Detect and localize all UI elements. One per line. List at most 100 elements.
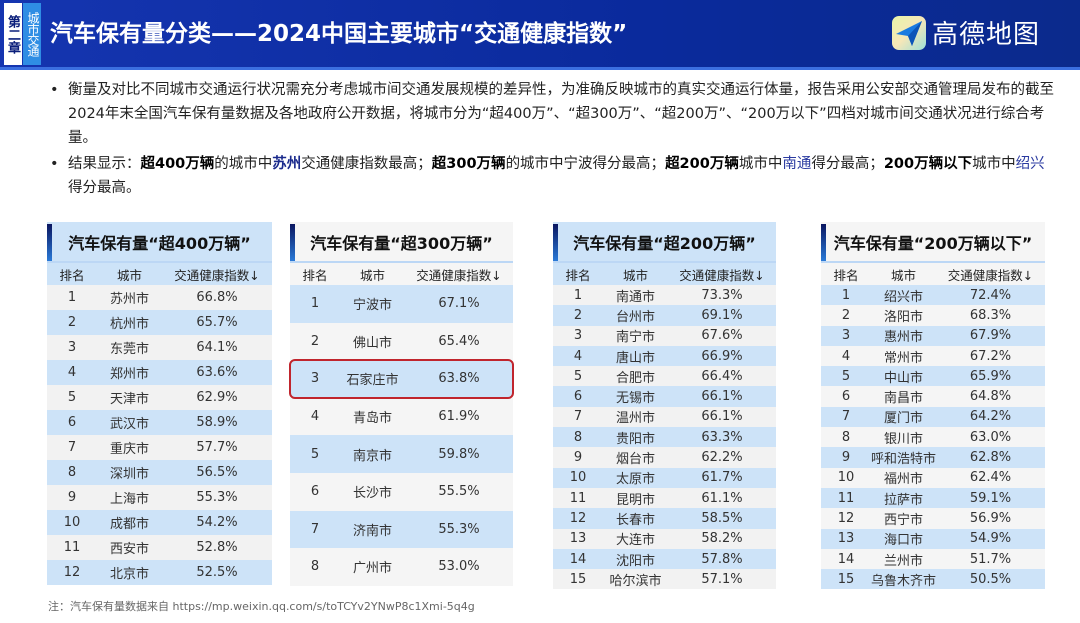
table-row: 12 北京市 52.5% <box>47 560 272 585</box>
table-header: 排名 城市 交通健康指数↓ <box>290 263 513 285</box>
table-row: 8 广州市 53.0% <box>290 548 513 586</box>
table-row: 13 海口市 54.9% <box>821 528 1045 549</box>
bullet-result: 结果显示：超400万辆的城市中苏州交通健康指数最高；超300万辆的城市中宁波得分… <box>48 152 1058 200</box>
city: 南通市 <box>615 289 655 305</box>
column-city: 城市 <box>890 267 916 283</box>
rank: 11 <box>837 490 855 506</box>
index-value: 57.1% <box>701 571 743 587</box>
table-row: 3 东莞市 64.1% <box>47 335 272 360</box>
index-value: 68.3% <box>969 307 1012 323</box>
rank: 3 <box>841 328 851 344</box>
column-city: 城市 <box>622 267 648 283</box>
rank: 10 <box>63 515 81 530</box>
table-row: 9 上海市 55.3% <box>47 485 272 510</box>
page-title: 汽车保有量分类——2024中国主要城市“交通健康指数” <box>50 21 628 47</box>
table-row: 8 深圳市 56.5% <box>47 460 272 485</box>
city: 南京市 <box>352 448 392 464</box>
index-value: 50.5% <box>969 571 1012 587</box>
rank: 12 <box>569 510 587 526</box>
city: 无锡市 <box>615 391 655 407</box>
city: 济南市 <box>352 523 392 539</box>
city: 拉萨市 <box>883 492 923 508</box>
column-rank: 排名 <box>833 267 859 283</box>
table-row: 2 佛山市 65.4% <box>290 322 513 361</box>
table-header: 排名 城市 交通健康指数↓ <box>47 263 272 285</box>
city: 长春市 <box>615 512 655 528</box>
table-row: 3 石家庄市 63.8% <box>289 359 514 399</box>
rank: 5 <box>841 368 851 384</box>
ranking-table: 汽车保有量“200万辆以下” 排名 城市 交通健康指数↓ 1 绍兴市 72.4% 2 洛阳市 68… <box>821 222 1045 590</box>
table-title: 汽车保有量“200万辆以下” <box>821 222 1045 263</box>
table-row: 10 太原市 61.7% <box>553 467 776 488</box>
rank: 2 <box>67 315 77 330</box>
table-row: 1 苏州市 66.8% <box>47 285 272 310</box>
city: 杭州市 <box>109 317 149 332</box>
index-value: 62.4% <box>969 470 1012 486</box>
rank: 10 <box>837 470 855 486</box>
index-value: 65.7% <box>196 315 238 330</box>
section-label: 城市交通 <box>23 3 41 65</box>
index-value: 67.1% <box>438 296 480 312</box>
city: 厦门市 <box>883 411 923 427</box>
table-row: 5 天津市 62.9% <box>47 385 272 410</box>
table-row: 2 台州市 69.1% <box>553 305 776 326</box>
table-row: 7 厦门市 64.2% <box>821 406 1045 428</box>
rank: 2 <box>841 307 851 323</box>
index-value: 58.9% <box>196 415 238 430</box>
city: 石家庄市 <box>346 373 399 389</box>
city: 西安市 <box>109 542 149 557</box>
index-value: 55.5% <box>438 484 480 500</box>
city: 佛山市 <box>352 335 392 351</box>
rank: 7 <box>573 409 583 425</box>
rank: 7 <box>841 409 851 425</box>
index-value: 56.5% <box>196 465 238 480</box>
rank: 6 <box>310 484 320 500</box>
footnote: 注：汽车保有量数据来自 https://mp.weixin.qq.com/s/t… <box>48 600 475 613</box>
rank: 8 <box>310 559 320 575</box>
table-row: 7 重庆市 57.7% <box>47 435 272 460</box>
summary-bullets: 衡量及对比不同城市交通运行状况需充分考虑城市间交通发展规模的差异性，为准确反映城… <box>48 78 1058 202</box>
table-row: 10 成都市 54.2% <box>47 510 272 535</box>
index-value: 66.9% <box>701 348 743 364</box>
city: 福州市 <box>883 472 923 488</box>
table-row: 9 烟台市 62.2% <box>553 447 776 468</box>
rank: 13 <box>837 531 855 547</box>
table-row: 15 哈尔滨市 57.1% <box>553 569 776 590</box>
index-value: 69.1% <box>701 307 743 323</box>
table-row: 4 常州市 67.2% <box>821 345 1045 367</box>
city: 常州市 <box>883 350 923 366</box>
ranking-table: 汽车保有量“超200万辆” 排名 城市 交通健康指数↓ 1 南通市 73.3% 2 台州市 69.… <box>553 222 776 590</box>
city: 呼和浩特市 <box>871 452 937 468</box>
index-value: 56.9% <box>969 510 1012 526</box>
index-value: 59.1% <box>969 490 1012 506</box>
city: 郑州市 <box>109 367 149 382</box>
city: 兰州市 <box>883 553 923 569</box>
city: 沈阳市 <box>615 553 655 569</box>
index-value: 63.6% <box>196 365 238 380</box>
index-value: 52.5% <box>196 565 238 580</box>
index-value: 58.2% <box>701 531 743 547</box>
rank: 5 <box>67 390 77 405</box>
rank: 15 <box>569 571 587 587</box>
brand-logo: 高德地图 <box>892 14 1040 51</box>
rank: 8 <box>67 465 77 480</box>
table-row: 11 西安市 52.8% <box>47 535 272 560</box>
index-value: 64.1% <box>196 340 238 355</box>
city: 温州市 <box>615 411 655 427</box>
rank: 2 <box>573 307 583 323</box>
city: 合肥市 <box>615 370 655 386</box>
column-index: 交通健康指数↓ <box>416 267 502 283</box>
rank: 12 <box>63 565 81 580</box>
table-title: 汽车保有量“超400万辆” <box>47 222 272 263</box>
column-index: 交通健康指数↓ <box>174 267 260 283</box>
table-row: 7 济南市 55.3% <box>290 510 513 549</box>
city: 广州市 <box>352 561 392 577</box>
index-value: 65.9% <box>969 368 1012 384</box>
ranking-table: 汽车保有量“超300万辆” 排名 城市 交通健康指数↓ 1 宁波市 67.1% 2 佛山市 65.… <box>289 222 514 586</box>
city: 长沙市 <box>352 486 392 502</box>
city: 东莞市 <box>109 342 149 357</box>
city: 南宁市 <box>615 330 655 346</box>
index-value: 55.3% <box>438 521 480 537</box>
index-value: 72.4% <box>969 287 1012 303</box>
index-value: 62.9% <box>196 390 238 405</box>
